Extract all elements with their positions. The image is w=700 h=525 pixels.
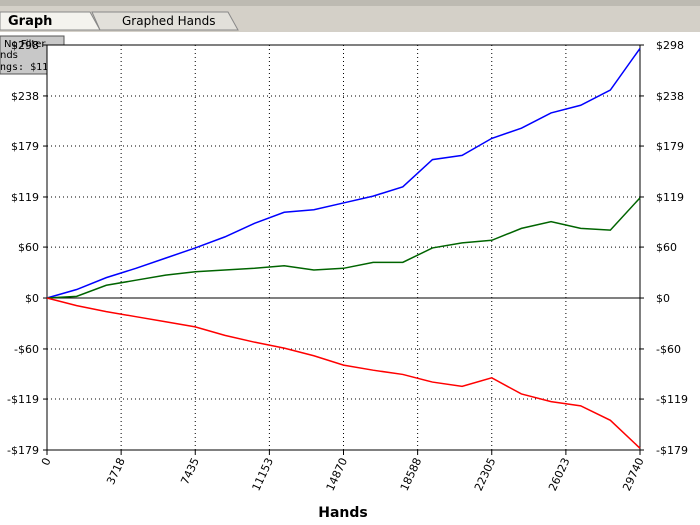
info-text: ngs: $115.67: [0, 62, 72, 73]
y2-tick-label: -$179: [656, 444, 688, 457]
y-tick-label: $179: [11, 140, 39, 153]
y-tick-label: $119: [11, 191, 39, 204]
x-tick-label: 29740: [620, 456, 647, 493]
y-tick-label: $60: [18, 241, 39, 254]
x-tick-label: 3718: [104, 456, 128, 487]
y2-tick-label: $0: [656, 292, 670, 305]
x-tick-label: 18588: [398, 456, 425, 493]
series-line: [46, 47, 641, 299]
x-tick-label: 26023: [546, 456, 573, 493]
tab-label[interactable]: Graph: [8, 14, 52, 29]
tab[interactable]: [0, 11, 101, 31]
y-tick-label: -$119: [7, 393, 39, 406]
tab[interactable]: [91, 11, 239, 31]
y2-tick-label: $60: [656, 241, 677, 254]
y2-tick-label: $298: [656, 39, 684, 52]
tab-label[interactable]: Graphed Hands: [122, 14, 215, 28]
x-tick-label: 0: [39, 456, 54, 468]
info-text: No Filter: [4, 39, 46, 50]
toolbar-edge: [0, 0, 700, 6]
series-line: [46, 297, 641, 449]
x-tick-label: 14870: [324, 456, 351, 493]
y-tick-label: -$179: [7, 444, 39, 457]
series-line: [46, 197, 641, 299]
x-tick-label: 11153: [250, 456, 277, 493]
x-tick-label: 22305: [472, 456, 499, 493]
y-tick-label: $298: [11, 39, 39, 52]
info-text: nds: [0, 50, 18, 61]
y2-tick-label: $238: [656, 90, 684, 103]
y-tick-label: $238: [11, 90, 39, 103]
x-tick-label: 7435: [178, 456, 202, 487]
y2-tick-label: $119: [656, 191, 684, 204]
y-tick-label: $0: [25, 292, 39, 305]
y2-tick-label: -$119: [656, 393, 688, 406]
y-tick-label: -$60: [14, 343, 39, 356]
y2-tick-label: -$60: [656, 343, 681, 356]
y2-tick-label: $179: [656, 140, 684, 153]
x-axis-title: Hands: [318, 505, 368, 521]
